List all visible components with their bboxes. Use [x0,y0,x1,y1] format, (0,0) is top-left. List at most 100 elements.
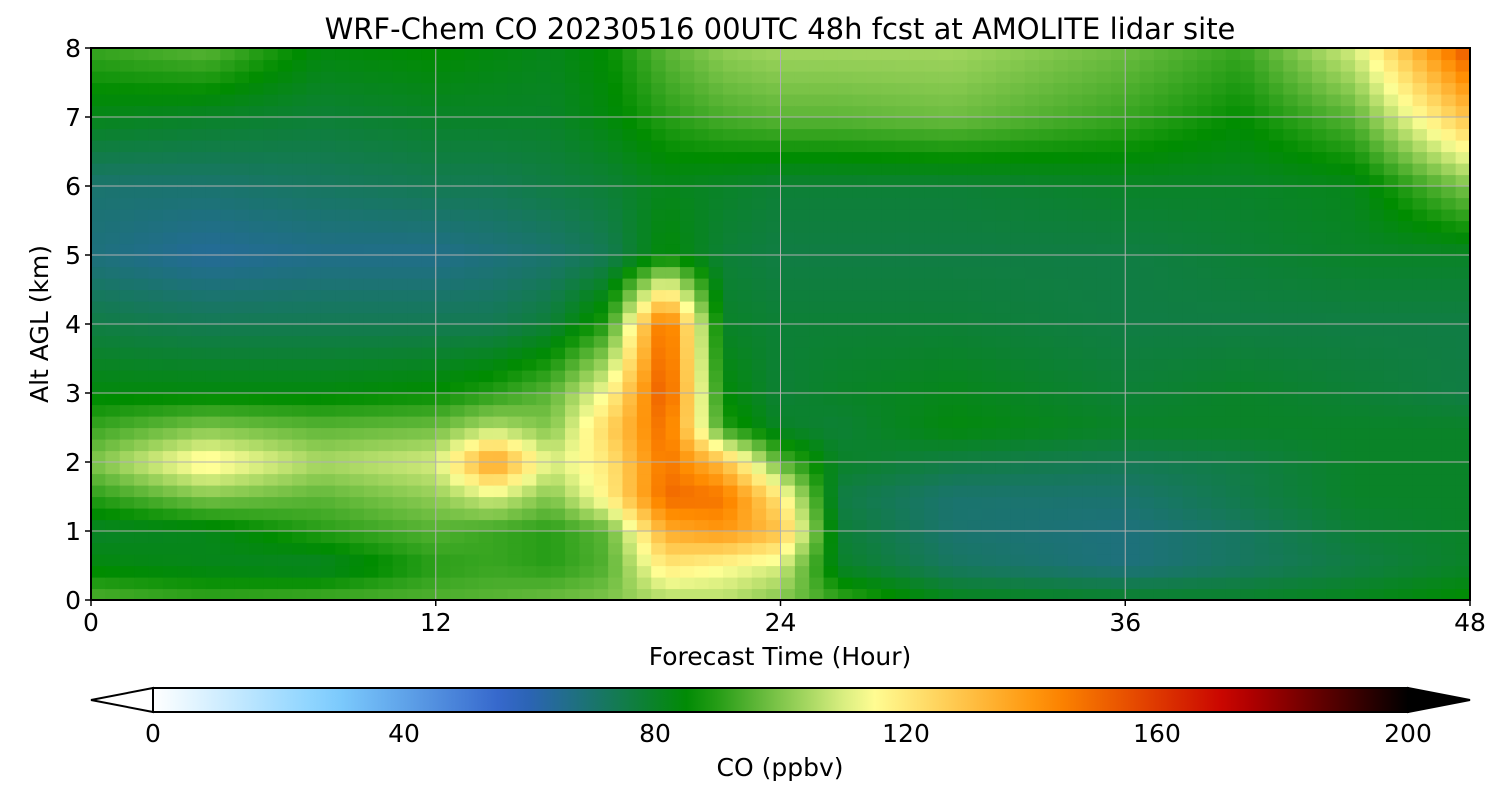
heatmap-cell [837,255,853,268]
heatmap-cell [837,71,853,84]
heatmap-cell [995,140,1011,153]
heatmap-cell [1039,577,1055,590]
heatmap-cell [1326,450,1342,463]
heatmap-cell [1110,508,1126,521]
heatmap-cell [1110,577,1126,590]
heatmap-cell [1125,485,1141,498]
heatmap-cell [306,381,322,394]
heatmap-cell [1268,232,1284,245]
heatmap-cell [1082,59,1098,72]
heatmap-cell [392,243,408,256]
heatmap-cell [1383,301,1399,314]
heatmap-cell [1153,577,1169,590]
heatmap-cell [593,462,609,475]
heatmap-cell [694,370,710,383]
heatmap-cell [91,324,106,337]
heatmap-cell [1441,48,1457,61]
heatmap-cell [1053,531,1069,544]
heatmap-cell [105,163,121,176]
heatmap-cell [579,82,595,95]
heatmap-cell [493,151,509,164]
heatmap-cell [1096,404,1112,417]
heatmap-cell [363,71,379,84]
heatmap-cell [1153,370,1169,383]
heatmap-cell [636,542,652,555]
heatmap-cell [952,588,968,600]
heatmap-cell [651,519,667,532]
heatmap-cell [1297,485,1313,498]
heatmap-cell [507,255,523,268]
heatmap-cell [579,542,595,555]
heatmap-cell [651,186,667,199]
heatmap-cell [1067,255,1083,268]
heatmap-cell [1369,450,1385,463]
heatmap-cell [407,151,422,164]
heatmap-cell [493,243,509,256]
heatmap-cell [277,588,293,600]
heatmap-cell [679,508,695,521]
heatmap-cell [651,496,667,509]
heatmap-cell [205,48,221,61]
heatmap-cell [263,404,279,417]
heatmap-cell [119,105,135,118]
heatmap-cell [378,508,394,521]
heatmap-cell [1225,565,1241,578]
heatmap-cell [766,186,782,199]
heatmap-cell [320,508,336,521]
heatmap-cell [292,82,308,95]
heatmap-cell [1369,496,1385,509]
heatmap-cell [636,278,652,291]
heatmap-cell [1297,197,1313,210]
heatmap-cell [349,324,365,337]
heatmap-cell [1039,370,1055,383]
heatmap-cell [191,255,207,268]
heatmap-cell [1125,473,1141,486]
heatmap-cell [1067,220,1083,233]
heatmap-cell [464,485,480,498]
heatmap-cell [1369,393,1385,406]
heatmap-cell [895,289,911,302]
heatmap-cell [967,588,983,600]
heatmap-cell [938,404,954,417]
heatmap-cell [134,71,150,84]
heatmap-cell [1426,439,1442,452]
heatmap-cell [608,163,624,176]
heatmap-cell [622,588,638,600]
heatmap-cell [320,416,336,429]
heatmap-cell [435,393,451,406]
heatmap-cell [464,255,480,268]
heatmap-cell [134,197,150,210]
heatmap-cell [205,278,221,291]
heatmap-cell [1268,462,1284,475]
heatmap-cell [593,266,609,279]
heatmap-cell [593,381,609,394]
heatmap-cell [1225,289,1241,302]
heatmap-cell [809,577,825,590]
heatmap-cell [220,278,236,291]
heatmap-cell [995,151,1011,164]
heatmap-cell [1355,174,1371,187]
heatmap-cell [1053,588,1069,600]
heatmap-cell [723,163,738,176]
heatmap-cell [737,59,753,72]
heatmap-cell [622,404,638,417]
heatmap-cell [220,94,236,107]
heatmap-cell [780,301,796,314]
heatmap-cell [665,554,681,567]
heatmap-cell [1153,174,1169,187]
heatmap-cell [335,105,351,118]
colorbar-ticks: 0 40 80 120 160 200 [145,719,1432,748]
heatmap-cell [507,427,523,440]
heatmap-cell [1082,255,1098,268]
heatmap-cell [1297,519,1313,532]
heatmap-cell [119,94,135,107]
heatmap-cell [924,197,940,210]
heatmap-cell [622,220,638,233]
heatmap-cell [1096,163,1112,176]
heatmap-cell [952,473,968,486]
heatmap-cell [737,94,753,107]
heatmap-cell [421,128,437,141]
heatmap-cell [837,404,853,417]
heatmap-cell [1067,232,1083,245]
heatmap-cell [306,439,322,452]
